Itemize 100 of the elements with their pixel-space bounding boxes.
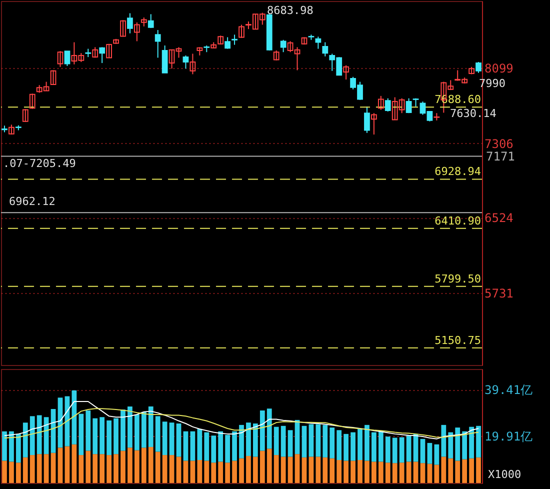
line-series xyxy=(4,408,480,438)
candlestick xyxy=(57,50,64,68)
bar xyxy=(434,464,440,483)
bar xyxy=(148,446,154,483)
bar xyxy=(302,457,307,483)
bar xyxy=(232,431,237,461)
bar xyxy=(358,460,362,483)
annotation: 6962.12 xyxy=(9,195,56,208)
bar xyxy=(218,431,224,462)
candlestick xyxy=(190,53,196,75)
bar xyxy=(308,424,314,457)
bar xyxy=(114,454,118,483)
bar xyxy=(441,456,446,483)
bar xyxy=(148,406,154,447)
candlestick xyxy=(343,64,350,80)
bar xyxy=(260,410,265,451)
bar xyxy=(476,457,481,483)
bar xyxy=(204,432,210,461)
bar xyxy=(253,424,258,457)
bar xyxy=(392,463,398,483)
bar xyxy=(322,424,328,458)
bar xyxy=(72,444,77,483)
bar xyxy=(64,446,70,483)
candlestick xyxy=(127,12,133,34)
candlestick xyxy=(162,44,168,74)
bar xyxy=(128,448,132,483)
bar xyxy=(385,436,390,463)
bar xyxy=(169,455,174,483)
y-tick-label: 6524 xyxy=(484,211,514,226)
bar xyxy=(134,450,140,483)
candlestick xyxy=(238,24,244,38)
candlestick xyxy=(476,61,482,74)
bar xyxy=(190,460,196,483)
bar xyxy=(9,462,14,483)
candlestick xyxy=(99,46,106,64)
bar xyxy=(155,416,160,452)
candlestick xyxy=(232,34,238,46)
y-tick-label: 8099 xyxy=(484,62,514,76)
candlestick xyxy=(120,20,126,38)
bar xyxy=(399,437,404,463)
bar xyxy=(266,448,272,483)
candlestick xyxy=(371,112,377,136)
ref-line-label: 6928.94 xyxy=(434,165,482,178)
bar xyxy=(232,460,237,483)
bar xyxy=(120,450,126,483)
bar xyxy=(322,457,328,483)
bar xyxy=(455,460,460,483)
bar xyxy=(86,450,91,483)
candlestick xyxy=(64,50,70,66)
bar xyxy=(462,459,468,483)
bar xyxy=(141,412,146,448)
bar xyxy=(266,408,272,449)
bar xyxy=(16,462,21,483)
bar xyxy=(274,455,279,483)
bar xyxy=(2,431,7,461)
bar xyxy=(288,456,293,483)
bar xyxy=(218,462,224,483)
bar xyxy=(378,462,384,483)
ref-line-label: 6410.90 xyxy=(434,214,481,228)
text: X1000 xyxy=(488,468,522,481)
bar xyxy=(92,454,98,483)
bar xyxy=(204,460,210,483)
bar xyxy=(211,462,216,483)
candlestick xyxy=(315,36,322,50)
bar xyxy=(114,418,118,454)
candlestick xyxy=(182,54,189,70)
candlestick xyxy=(92,46,98,58)
bar xyxy=(141,448,146,483)
y-tick-label: 39.41亿 xyxy=(484,383,533,398)
bar xyxy=(16,434,21,463)
bar xyxy=(30,416,35,456)
bar xyxy=(211,436,216,463)
bar xyxy=(350,460,356,483)
candlestick xyxy=(50,70,56,85)
bar xyxy=(469,458,474,483)
candlestick xyxy=(106,43,112,58)
bar xyxy=(344,460,349,483)
bar xyxy=(92,418,98,454)
bar xyxy=(120,410,126,451)
bar xyxy=(378,430,384,462)
bar xyxy=(448,458,454,483)
bar xyxy=(406,436,412,462)
bar xyxy=(246,456,251,483)
candlestick xyxy=(364,106,370,134)
bar xyxy=(78,414,84,456)
bar xyxy=(455,428,460,461)
bar xyxy=(294,454,300,483)
ref-line-label: 7171 xyxy=(486,149,515,164)
candlestick xyxy=(154,30,161,58)
bar xyxy=(106,455,112,483)
bar xyxy=(330,428,335,458)
bar xyxy=(183,460,188,483)
bar xyxy=(427,464,432,483)
bar xyxy=(176,424,182,457)
bar xyxy=(358,428,362,460)
bar xyxy=(197,460,202,483)
candlestick xyxy=(378,95,384,110)
bar xyxy=(316,424,321,457)
bar xyxy=(476,426,481,458)
bar xyxy=(239,424,244,458)
